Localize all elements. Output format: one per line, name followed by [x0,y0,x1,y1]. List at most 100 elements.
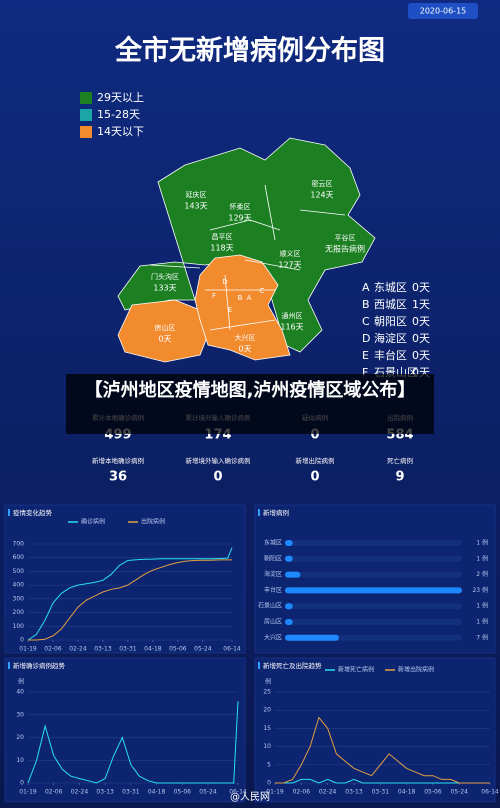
x-tick-label: 03-13 [96,789,114,796]
category-label: 丰台区 [264,586,282,594]
y-tick-label: 5 [267,761,271,768]
series-line [27,547,233,641]
y-tick-label: 200 [13,609,25,616]
y-tick-label: 500 [13,568,25,575]
panel-title: 新增死亡及出院趋势 [263,661,322,670]
date: 2020-06-15 [420,7,467,16]
x-tick-label: 05-06 [169,646,187,653]
y-tick-label: 20 [263,707,271,714]
list-letter: F [362,366,368,379]
list-name: 西城区 [374,298,407,311]
list-letter: A [362,281,370,294]
stat-value: 0 [310,470,319,485]
list-letter: D [362,332,370,345]
y-tick-label: 0 [20,637,24,644]
bar [285,587,462,594]
bar [285,619,293,625]
value-label: 23 例 [472,586,488,594]
x-tick-label: 04-18 [398,789,416,796]
bar-track [285,603,462,610]
bar [285,555,293,562]
panel [254,504,496,654]
stat-value: 0 [213,470,222,485]
map-letter: D [222,278,227,286]
district-name: 延庆区 [186,190,207,199]
x-tick-label: 03-31 [122,789,140,796]
x-tick-label: 02-24 [71,789,89,796]
series-line [275,716,490,784]
x-tick-label: 03-13 [94,646,112,653]
category-label: 朝阳区 [264,554,282,562]
map-letter: F [212,292,216,300]
y-tick-label: 10 [263,743,271,750]
x-tick-label: 05-24 [194,646,212,653]
legend-label: 出院病例 [141,518,165,526]
district-days: 0天 [238,345,251,354]
map-letter: E [228,306,232,314]
series-line [28,559,232,641]
y-tick-label: 10 [16,757,24,764]
list-letter: C [362,315,370,328]
value-label: 1 例 [476,602,488,610]
bar-track [285,619,462,625]
x-tick-label: 03-31 [119,646,137,653]
x-tick-label: 06-14 [223,646,241,653]
stat-label: 新增本地确诊病例 [92,456,144,465]
x-tick-label: 06-14 [229,789,247,796]
stat-label: 新增出院病例 [296,456,335,465]
x-tick-label: 01-19 [19,789,37,796]
legend-label: 确诊病例 [81,518,105,526]
x-tick-label: 05-06 [424,789,442,796]
x-tick-label: 03-13 [345,789,363,796]
district-days: 0天 [158,335,171,344]
district-days: 124天 [310,191,333,200]
value-label: 1 例 [476,618,488,626]
district-name: 大兴区 [235,333,256,342]
panel-marker [8,662,10,669]
list-days: 0天 [412,281,430,294]
bar [285,540,293,546]
map-letter: B [238,294,243,302]
x-tick-label: 02-06 [293,789,311,796]
x-tick-label: 02-24 [319,789,337,796]
district-name: 门头沟区 [151,272,179,281]
district-days: 无报告病例 [325,244,365,254]
district-days: 118天 [210,244,233,253]
district-name: 昌平区 [212,233,233,241]
y-axis-label: 例 [265,678,271,686]
map [117,137,376,363]
watermark: @人民网 [230,791,270,803]
x-tick-label: 05-24 [451,789,469,796]
x-tick-label: 02-06 [45,789,63,796]
stat-label: 新增境外输入确诊病例 [186,456,251,465]
category-label: 大兴区 [264,633,282,641]
map-center [194,254,291,361]
bar [285,571,301,578]
panel [4,504,246,654]
category-label: 海淀区 [264,570,282,578]
panel-title: 疫情变化趋势 [13,508,53,517]
list-letter: E [362,349,369,362]
y-tick-label: 0 [20,780,24,787]
x-tick-label: 05-24 [199,789,217,796]
district-name: 怀柔区 [230,202,251,211]
bar-track [285,571,462,578]
map-borders [149,184,346,331]
stat-value: 36 [109,470,127,485]
date-badge [408,3,478,19]
map-letter: C [260,287,265,295]
x-tick-label: 06-14 [481,789,499,796]
list-name: 海淀区 [374,331,407,345]
legend-label: 新增出院病例 [398,666,434,674]
map-letter: A [247,294,252,302]
category-label: 房山区 [264,618,282,626]
bar [285,634,339,641]
category-label: 石景山区 [258,602,282,610]
panel [4,657,246,803]
series-line [27,701,239,784]
value-label: 1 例 [476,539,488,547]
y-tick-label: 40 [16,689,24,696]
list-name: 东城区 [374,281,407,294]
series-line [275,778,490,784]
